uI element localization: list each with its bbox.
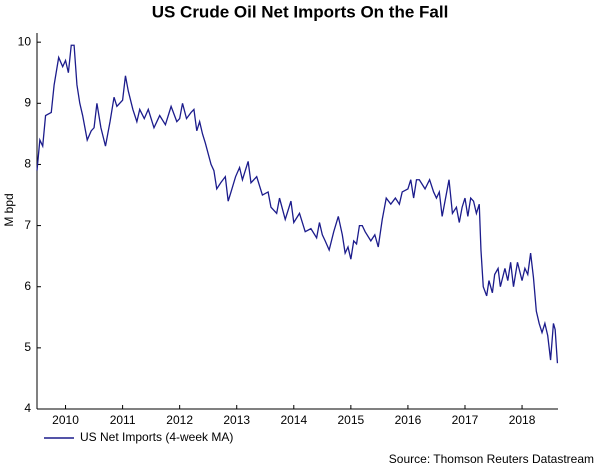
x-tick-label: 2011: [110, 413, 136, 427]
y-tick-label: 5: [24, 340, 31, 354]
legend-label: US Net Imports (4-week MA): [80, 430, 233, 444]
y-tick-label: 4: [24, 401, 31, 415]
x-tick-label: 2016: [395, 413, 422, 427]
x-tick-label: 2014: [280, 413, 307, 427]
y-tick-label: 8: [24, 157, 31, 171]
x-tick-label: 2018: [509, 413, 536, 427]
y-axis-label: M bpd: [2, 193, 16, 226]
y-tick-label: 6: [24, 279, 31, 293]
y-tick-label: 10: [18, 34, 32, 48]
x-tick-label: 2017: [452, 413, 479, 427]
y-tick-label: 7: [24, 218, 31, 232]
chart-title: US Crude Oil Net Imports On the Fall: [152, 2, 449, 21]
x-tick-label: 2013: [223, 413, 250, 427]
y-tick-label: 9: [24, 95, 31, 109]
data-line: [36, 44, 559, 364]
x-tick-label: 2012: [166, 413, 193, 427]
x-tick-label: 2015: [338, 413, 365, 427]
x-tick-label: 2010: [52, 413, 79, 427]
source-note: Source: Thomson Reuters Datastream: [389, 452, 594, 466]
